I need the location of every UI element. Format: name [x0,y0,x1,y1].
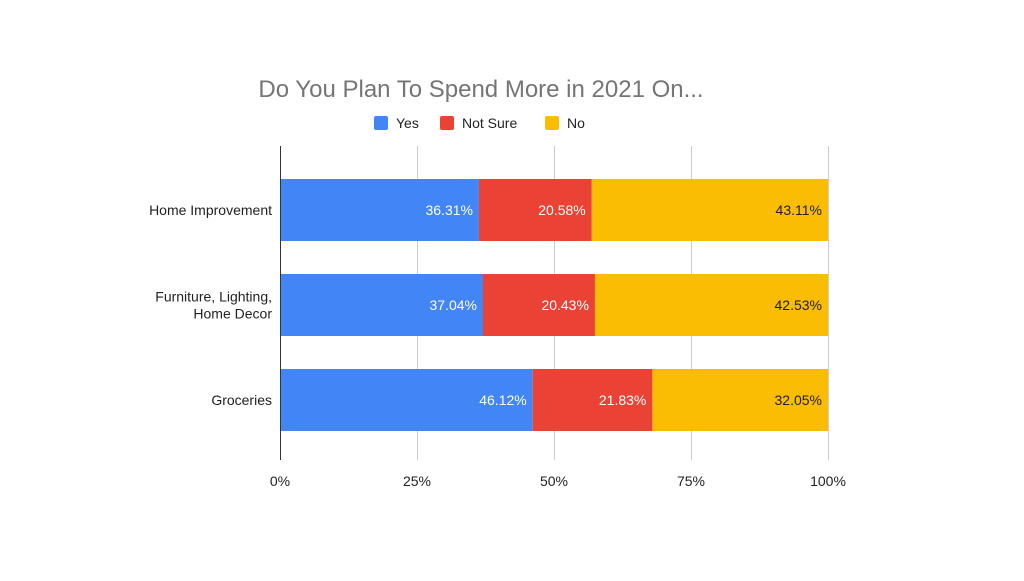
bar-segment [482,274,595,336]
legend-label: No [567,115,585,131]
legend-label: Yes [396,115,419,131]
data-label: 36.31% [425,202,472,218]
data-label: 42.53% [775,297,822,313]
bar-segment [652,369,828,431]
data-label: 20.58% [538,202,585,218]
bar-segment [532,369,653,431]
bar-segment [594,274,828,336]
x-tick-label: 25% [403,473,431,489]
bar-segment [280,179,479,241]
bar-segment [280,274,483,336]
data-label: 37.04% [429,297,476,313]
bars [280,179,828,431]
bar-segment [478,179,592,241]
x-tick-label: 0% [270,473,290,489]
category-label: Home Improvement [149,202,272,218]
data-label: 21.83% [599,392,646,408]
category-label: Furniture, Lighting, [155,289,272,305]
bar-labels: 36.31% 20.58% 43.11% 37.04% 20.43% 42.53% 46.1… [425,202,822,408]
category-label: Home Decor [193,306,272,322]
x-axis-tick-labels: 0% 25% 50% 75% 100% [270,473,846,489]
bar-segment [591,179,828,241]
legend-label: Not Sure [462,115,517,131]
x-tick-label: 100% [810,473,846,489]
chart-title: Do You Plan To Spend More in 2021 On... [258,76,703,103]
data-label: 20.43% [541,297,588,313]
category-label: Groceries [211,392,272,408]
data-label: 43.11% [776,202,822,218]
x-tick-label: 50% [540,473,568,489]
x-tick-label: 75% [677,473,705,489]
y-axis-labels: Home Improvement Furniture, Lighting,Home… [149,202,272,408]
data-label: 32.05% [775,392,822,408]
legend: Yes Not Sure No [374,115,585,131]
legend-swatch [440,116,454,130]
data-label: 46.12% [479,392,526,408]
legend-swatch [545,116,559,130]
bar-segment [280,369,533,431]
legend-swatch [374,116,388,130]
